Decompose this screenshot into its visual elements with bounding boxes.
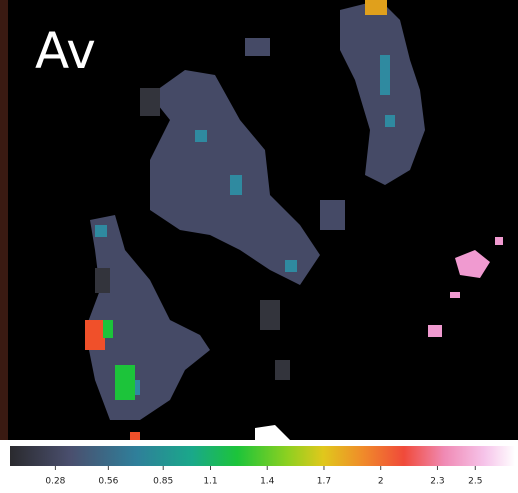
colorbar-tick-label: 2.5 [468, 477, 482, 487]
colorbar-tick-label: 0.56 [98, 477, 118, 487]
colorbar-tick-label: 1.7 [317, 477, 331, 487]
colorbar-tick-label: 1.1 [203, 477, 217, 487]
extinction-map [85, 0, 503, 440]
separator [10, 440, 518, 444]
colorbar-tick-label: 0.28 [45, 477, 65, 487]
colorbar-tick-label: 2.3 [430, 477, 444, 487]
colorbar-tick-label: 2 [378, 477, 384, 487]
colorbar-tick-label: 1.4 [260, 477, 275, 487]
colorbar [10, 446, 515, 466]
map-border [0, 0, 8, 440]
colorbar-tick-label: 0.85 [153, 477, 173, 487]
map-title: Av [35, 22, 96, 80]
